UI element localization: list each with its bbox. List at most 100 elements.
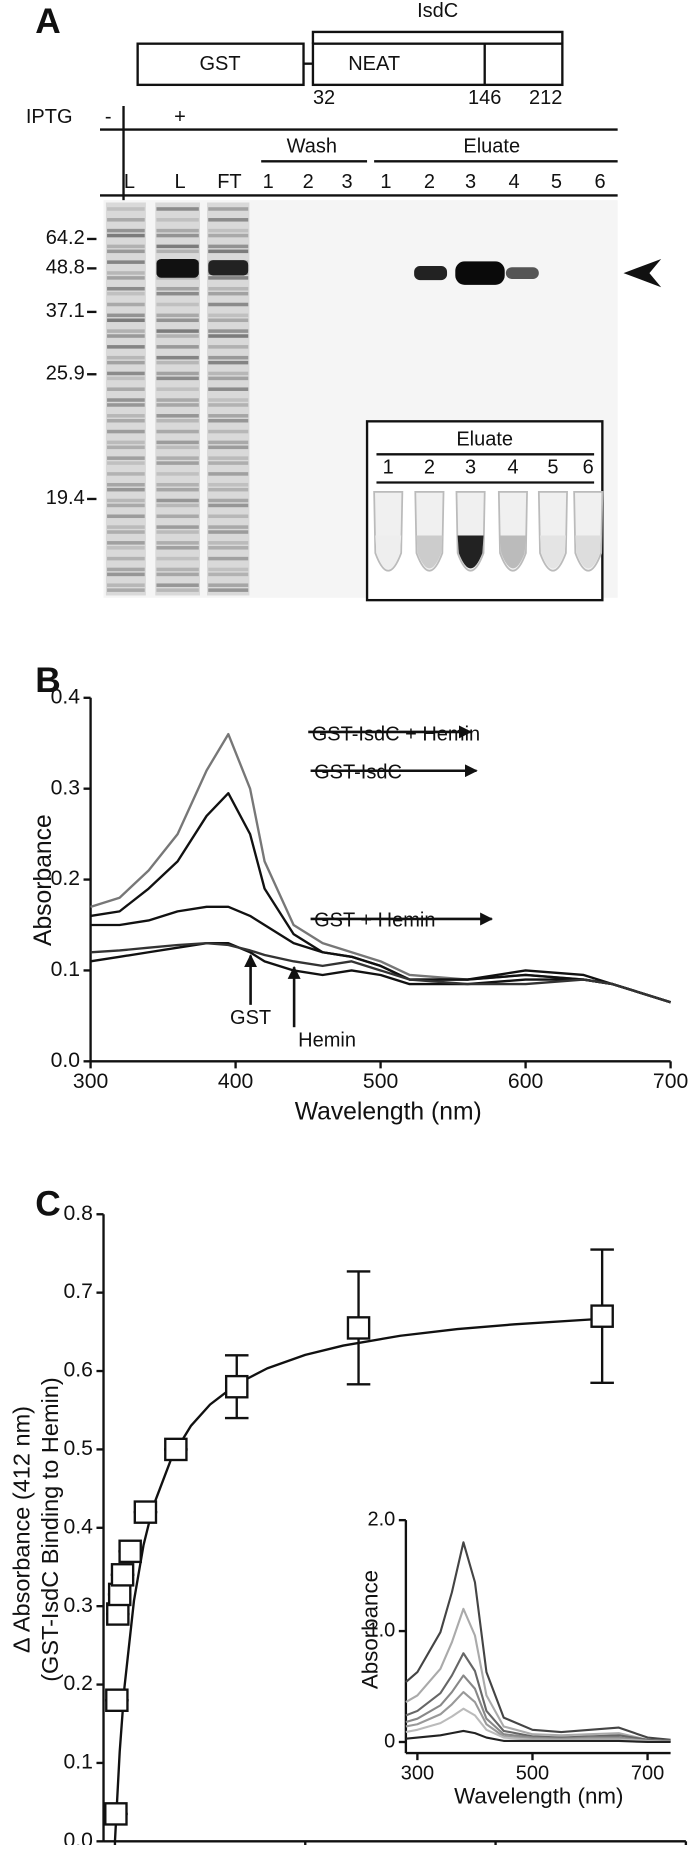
band	[208, 291, 249, 296]
mw-label: 64.2	[46, 227, 85, 249]
band	[107, 503, 145, 508]
band	[107, 228, 145, 233]
inset-line	[405, 1541, 671, 1741]
band	[156, 244, 199, 249]
y-tick-label: 0.4	[64, 1515, 94, 1538]
band	[156, 371, 199, 376]
band	[156, 514, 199, 519]
band	[107, 546, 145, 550]
band	[107, 329, 145, 333]
point	[164, 1437, 188, 1462]
band	[107, 371, 145, 376]
isdc-bracket	[311, 30, 564, 44]
band	[208, 329, 249, 333]
band	[208, 429, 249, 434]
inset-line	[405, 1607, 671, 1742]
band	[107, 588, 145, 592]
band	[156, 588, 199, 592]
band	[107, 567, 145, 572]
band	[208, 546, 249, 550]
annotation: GST-IsdC	[314, 761, 402, 783]
band	[208, 233, 249, 238]
tube-contents	[457, 535, 484, 569]
band	[107, 414, 145, 418]
band	[107, 244, 145, 249]
band	[414, 266, 448, 281]
y-tick-label: 0.0	[64, 1829, 93, 1845]
band	[156, 218, 199, 222]
band	[156, 258, 199, 278]
arrowhead	[623, 258, 662, 288]
band	[156, 403, 199, 407]
band	[208, 313, 249, 318]
band	[208, 260, 249, 276]
band	[107, 487, 145, 492]
band	[156, 355, 199, 360]
point	[107, 1582, 132, 1607]
fit-curve	[113, 1317, 603, 1842]
tube-label: 6	[583, 457, 594, 479]
y-tick-label: 0.1	[51, 958, 80, 981]
point	[224, 1374, 249, 1399]
y-tick-label: 2.0	[367, 1508, 395, 1530]
band	[107, 403, 145, 407]
band	[156, 345, 199, 349]
x-axis-label: Wavelength (nm)	[295, 1099, 482, 1126]
band	[208, 355, 249, 360]
band	[208, 583, 249, 587]
band	[208, 318, 249, 323]
tube-contents	[375, 535, 402, 569]
annotation: GST + Hemin	[314, 910, 435, 932]
band	[107, 334, 145, 338]
band	[156, 302, 199, 307]
band	[208, 249, 249, 254]
point	[110, 1563, 135, 1587]
group-label: Eluate	[463, 135, 520, 157]
data-line	[90, 942, 671, 1004]
band	[156, 429, 199, 434]
band	[107, 398, 145, 402]
band	[208, 588, 249, 592]
tube-label: 4	[507, 457, 518, 479]
band	[156, 291, 199, 296]
iptg-minus: -	[105, 106, 112, 128]
lane-label: 3	[341, 171, 352, 193]
inset-line	[405, 1691, 671, 1744]
residue-number: 212	[529, 87, 562, 109]
band	[208, 218, 249, 222]
band	[156, 228, 199, 233]
gst-box	[136, 42, 305, 87]
inset-x-label: Wavelength (nm)	[454, 1784, 623, 1809]
band	[156, 387, 199, 391]
band	[156, 313, 199, 318]
tube-label: 3	[465, 457, 476, 479]
band	[208, 376, 249, 381]
band	[107, 313, 145, 318]
band	[156, 567, 199, 572]
group-label: Wash	[287, 135, 337, 157]
band	[208, 498, 249, 503]
band	[208, 414, 249, 418]
mw-label: 48.8	[46, 257, 85, 279]
band	[156, 456, 199, 460]
tube-contents	[540, 535, 566, 569]
band	[107, 456, 145, 460]
tube-contents	[575, 535, 602, 569]
band	[107, 514, 145, 519]
band	[107, 302, 145, 307]
band	[156, 318, 199, 323]
x-tick-label: 300	[401, 1763, 434, 1785]
band	[156, 233, 199, 238]
y-tick-label: 0.0	[51, 1049, 80, 1072]
y-tick-label: 0.2	[64, 1672, 93, 1695]
band	[107, 387, 145, 391]
band	[107, 440, 145, 445]
band	[208, 445, 249, 450]
lane-label: 3	[465, 171, 476, 193]
x-tick-label: 700	[653, 1070, 688, 1093]
lane-label: L	[124, 171, 135, 193]
gel-lanes	[105, 202, 539, 596]
y-axis-label: Δ Absorbance (412 nm)	[9, 1406, 35, 1653]
band	[156, 418, 199, 423]
